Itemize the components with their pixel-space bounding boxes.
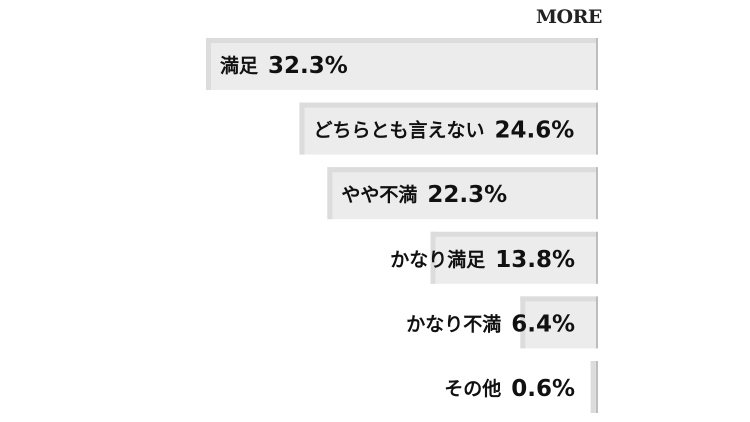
category-label-6: その他 — [444, 377, 501, 400]
bar-left-edge — [430, 231, 436, 284]
category-label-5: かなり不満 — [406, 313, 501, 335]
bar-body — [430, 231, 598, 284]
category-label-1: 満足 — [220, 55, 259, 77]
bar-left-edge — [590, 361, 596, 413]
bar-right-edge — [596, 231, 598, 284]
bar-2 — [299, 102, 598, 155]
category-label-4: かなり満足 — [390, 249, 486, 271]
bar-left-edge — [520, 296, 526, 349]
bar-right-edge — [596, 296, 598, 349]
bar-top-edge — [430, 231, 598, 237]
bar-right-edge — [596, 361, 598, 413]
bar-left-edge — [299, 102, 305, 155]
bar-1 — [206, 38, 598, 90]
bar-body — [520, 296, 598, 349]
bar-body — [206, 38, 598, 90]
value-label-4: 13.8% — [495, 247, 575, 273]
bar-top-edge — [327, 167, 598, 173]
brand-logo: MORE — [536, 6, 602, 28]
value-label-5: 6.4% — [511, 311, 575, 337]
bar-5 — [520, 296, 598, 349]
bar-body — [299, 102, 598, 155]
bar-top-edge — [520, 296, 598, 302]
value-label-6: 0.6% — [511, 376, 575, 402]
bar-top-edge — [299, 102, 598, 108]
bar-3 — [327, 167, 598, 220]
value-label-3: 22.3% — [427, 182, 507, 208]
bar-6 — [590, 361, 598, 413]
bar-top-edge — [206, 38, 598, 43]
bar-body — [327, 167, 598, 220]
bar-right-edge — [596, 167, 598, 220]
value-label-1: 32.3% — [268, 53, 348, 79]
bar-right-edge — [596, 102, 598, 155]
category-label-2: どちらとも言えない — [313, 119, 484, 142]
bar-4 — [430, 231, 598, 284]
bar-right-edge — [596, 38, 598, 90]
bar-left-edge — [206, 38, 211, 90]
bar-left-edge — [327, 167, 333, 220]
category-label-3: やや不満 — [341, 184, 417, 206]
value-label-2: 24.6% — [494, 118, 574, 144]
